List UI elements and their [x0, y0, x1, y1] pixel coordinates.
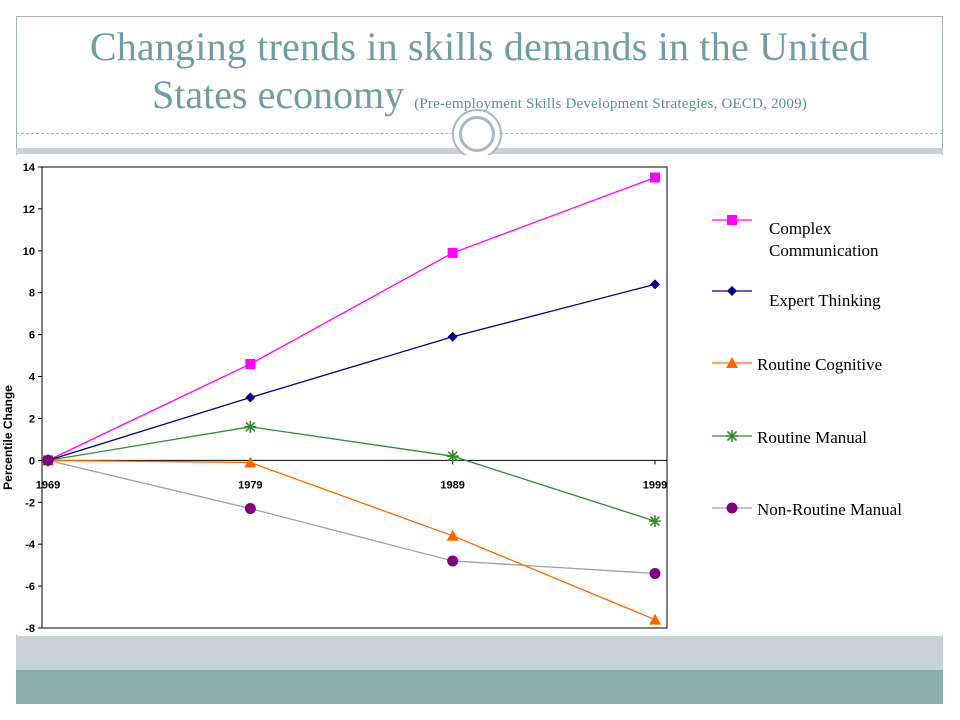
- slide-title: Changing trends in skills demands in the…: [16, 16, 943, 134]
- legend-marker: [726, 430, 738, 442]
- series-point: [244, 420, 257, 433]
- title-line-2: States economy (Pre-employment Skills De…: [16, 72, 943, 127]
- series-point: [245, 392, 256, 403]
- chart-background: [16, 155, 943, 635]
- series-point: [245, 358, 256, 369]
- x-tick-label: 1999: [643, 479, 667, 491]
- legend-label-line: Non-Routine Manual: [757, 500, 902, 519]
- y-tick-label: 4: [29, 372, 36, 384]
- series-point: [447, 331, 458, 342]
- series-point: [244, 456, 257, 468]
- series-point: [649, 515, 661, 528]
- legend-label: Routine Manual: [757, 428, 867, 447]
- y-axis-label: Percentile Change: [1, 385, 15, 490]
- y-tick-label: 6: [29, 330, 35, 342]
- footer-band-dark: [16, 670, 943, 704]
- legend-label: Complex Communication: [769, 219, 879, 260]
- legend-label: Routine Cognitive: [757, 355, 882, 374]
- series-point: [650, 279, 660, 290]
- footer-band-light: [16, 636, 943, 670]
- series-point: [650, 172, 660, 183]
- y-tick-label: -8: [25, 623, 35, 635]
- title-source: (Pre-employment Skills Development Strat…: [414, 96, 807, 112]
- y-tick-label: 2: [29, 413, 35, 425]
- series-point: [649, 568, 661, 580]
- x-tick-label: 1979: [238, 479, 262, 491]
- y-tick-label: -6: [25, 581, 35, 593]
- series-point: [446, 450, 459, 463]
- series-line: [47, 426, 656, 522]
- legend-label-line: Routine Cognitive: [757, 355, 882, 374]
- series-point: [649, 613, 661, 625]
- plot-area-border: [41, 166, 668, 629]
- legend-label-line: Expert Thinking: [769, 291, 881, 310]
- y-tick-label: 10: [23, 246, 35, 258]
- line-chart: 14 12 10 8 6 4 2 0 -2 -4 -6 -8 1969 1979 1989 1999 Perce…: [1, 155, 943, 635]
- series-line: [47, 176, 656, 461]
- legend-label-line: Complex: [769, 219, 832, 238]
- x-tick-label: 1989: [440, 479, 464, 491]
- series-line: [47, 459, 656, 621]
- y-tick-label: 14: [23, 162, 36, 174]
- series-point: [447, 555, 459, 567]
- series-point: [446, 529, 459, 541]
- legend-marker: [726, 357, 738, 368]
- series-point: [447, 247, 458, 258]
- legend-label-line: Routine Manual: [757, 428, 867, 447]
- legend-label: Non-Routine Manual: [757, 500, 902, 519]
- series-line: [47, 459, 656, 575]
- ring-ornament-inner-icon: [459, 116, 495, 152]
- series-line: [47, 283, 656, 461]
- legend-label-line: Communication: [769, 241, 879, 260]
- series-point: [42, 454, 54, 466]
- y-tick-label: 12: [23, 204, 35, 216]
- y-tick-label: -4: [25, 539, 36, 551]
- legend-marker: [727, 286, 737, 296]
- x-tick-label: 1969: [36, 479, 60, 491]
- y-tick-label: 8: [29, 288, 35, 300]
- legend-marker: [726, 502, 738, 514]
- legend-marker: [727, 215, 737, 225]
- title-line-2-text: States economy: [152, 72, 405, 117]
- title-line-1: Changing trends in skills demands in the…: [89, 24, 870, 69]
- legend-label: Expert Thinking: [769, 291, 881, 310]
- series-point: [244, 503, 256, 515]
- y-tick-label: -2: [25, 497, 35, 509]
- y-tick-label: 0: [29, 455, 35, 467]
